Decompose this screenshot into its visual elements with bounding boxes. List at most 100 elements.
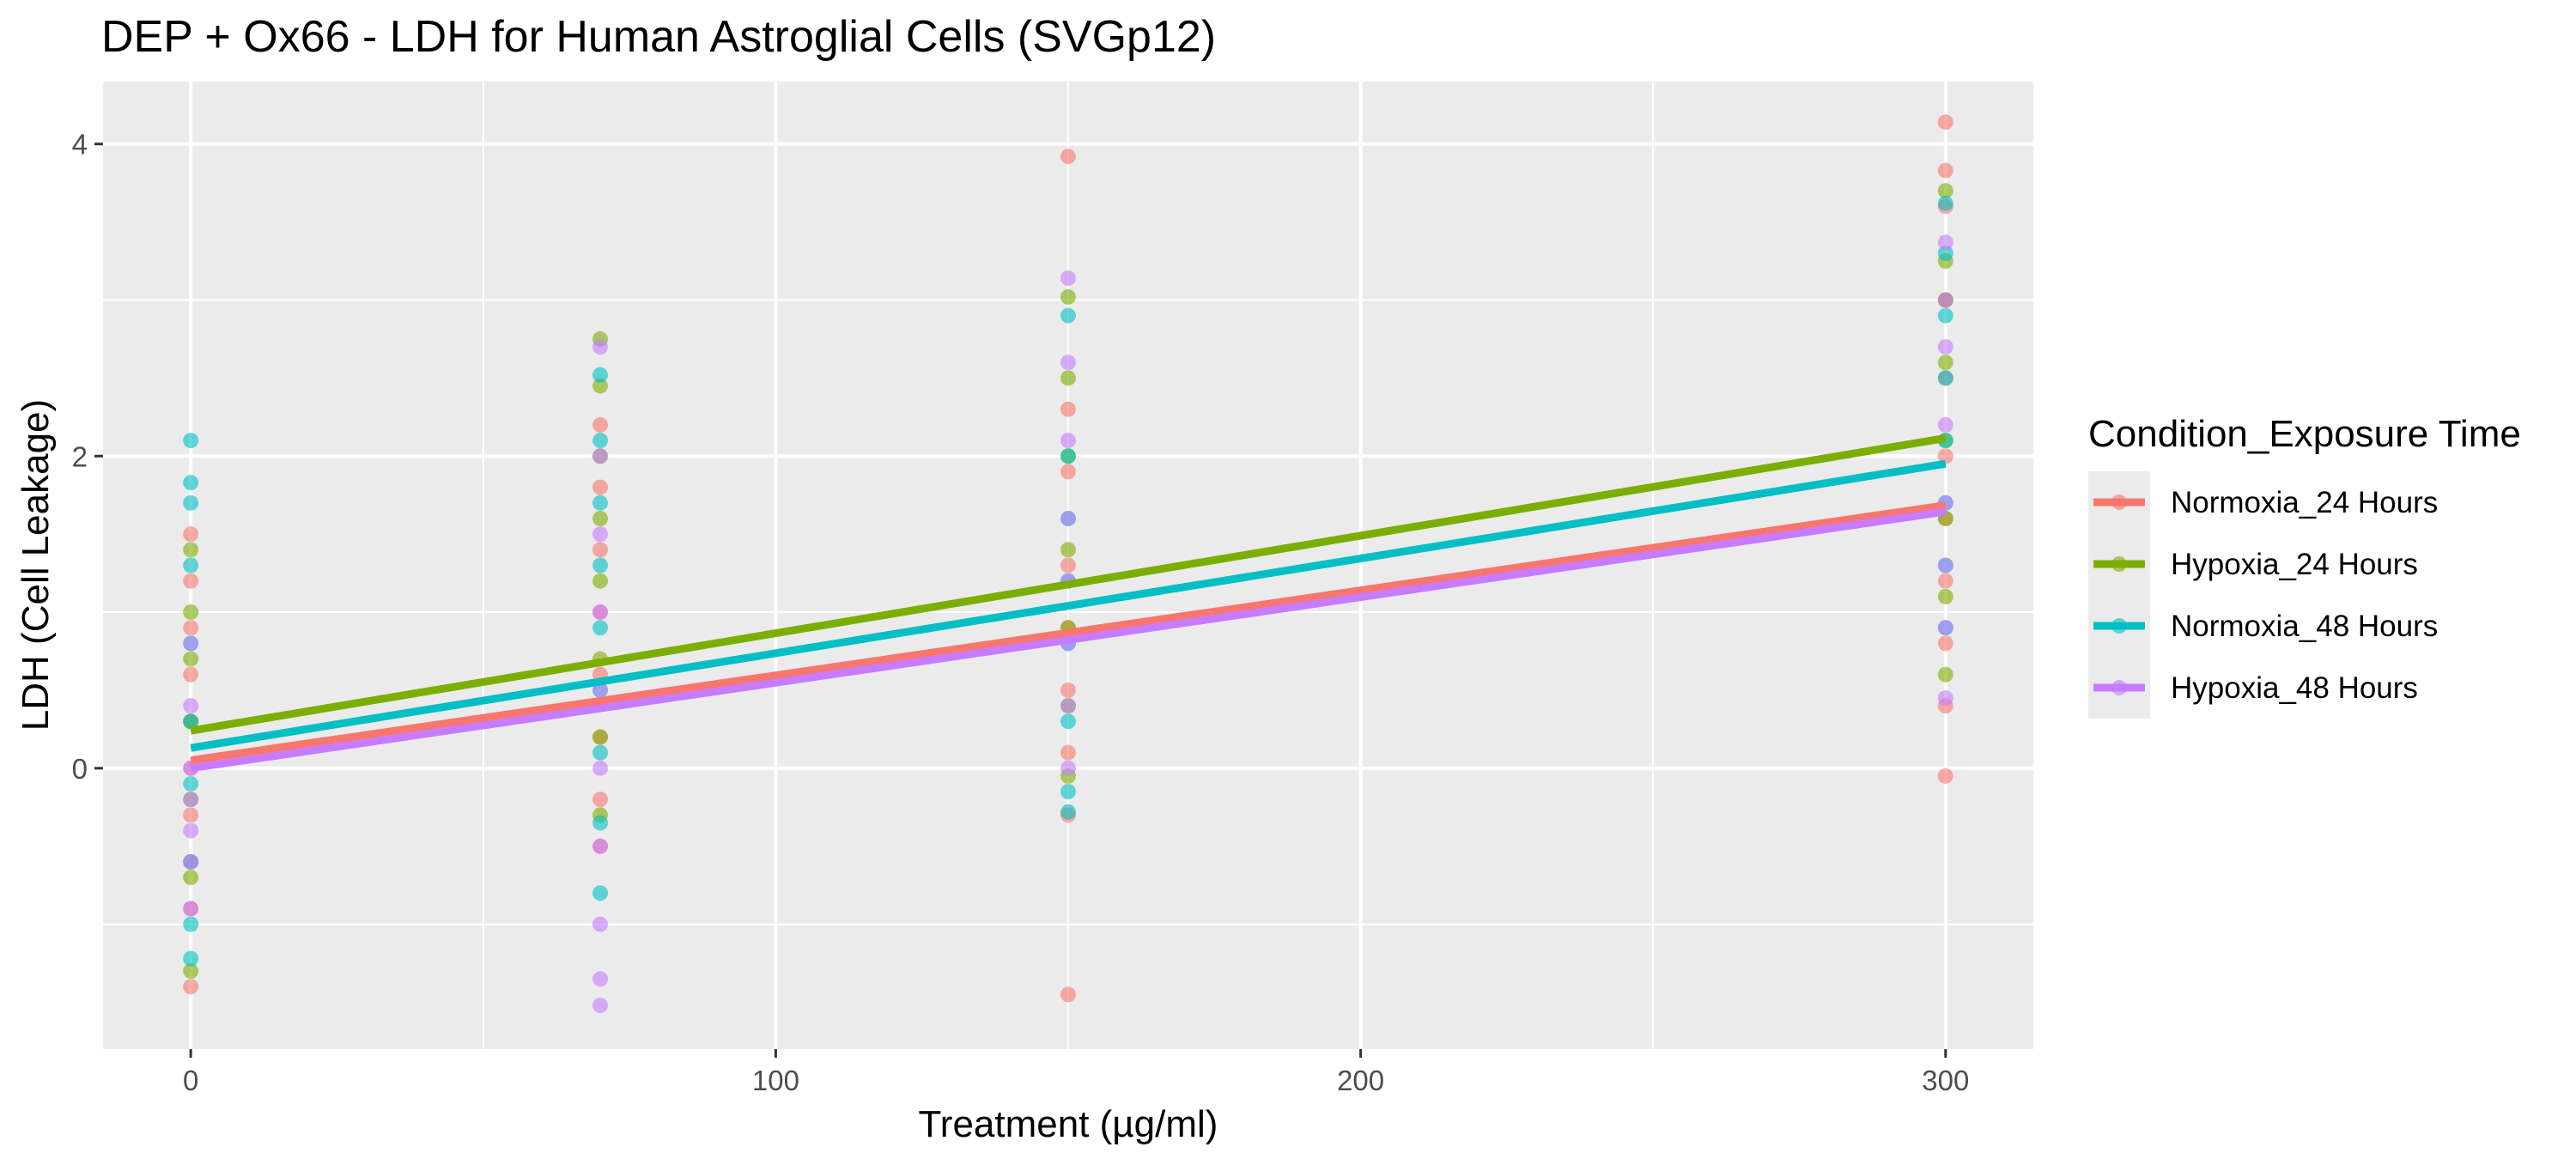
x-tick-label: 200: [1337, 1065, 1384, 1096]
data-point: [1937, 573, 1953, 589]
data-point: [183, 901, 199, 917]
data-point: [1060, 760, 1076, 776]
legend-key-point: [2111, 618, 2127, 634]
y-axis-title: LDH (Cell Leakage): [15, 399, 57, 731]
data-point: [592, 971, 609, 987]
data-point: [592, 729, 609, 745]
data-point: [183, 807, 199, 823]
data-point: [1937, 416, 1953, 433]
data-point: [183, 870, 199, 886]
data-point: [183, 635, 199, 652]
legend-key-point: [2111, 680, 2127, 695]
data-point: [183, 542, 199, 558]
data-point: [1060, 401, 1076, 417]
data-point: [1937, 292, 1953, 308]
data-point: [1060, 307, 1076, 324]
data-point: [592, 838, 609, 854]
data-point: [1937, 620, 1953, 636]
data-point: [592, 557, 609, 573]
y-tick-label: 2: [72, 440, 88, 472]
data-point: [592, 885, 609, 901]
data-point: [1937, 768, 1953, 784]
data-point: [183, 979, 199, 995]
data-point: [1060, 744, 1076, 761]
legend-key-point: [2111, 556, 2127, 572]
data-point: [592, 433, 609, 449]
data-point: [1937, 690, 1953, 707]
data-point: [183, 822, 199, 839]
data-point: [1937, 307, 1953, 324]
data-point: [1060, 433, 1076, 449]
data-point: [592, 604, 609, 621]
data-point: [1060, 682, 1076, 698]
data-point: [1060, 270, 1076, 287]
data-point: [592, 760, 609, 776]
data-point: [592, 495, 609, 511]
data-point: [183, 620, 199, 636]
data-point: [183, 495, 199, 511]
data-point: [183, 651, 199, 667]
fit-lines: [190, 434, 1947, 773]
data-point: [1937, 588, 1953, 604]
fit-line: [190, 501, 1947, 765]
data-point: [1060, 355, 1076, 371]
data-point: [183, 433, 199, 449]
data-point: [183, 573, 199, 589]
data-point: [592, 792, 609, 808]
x-tick-label: 0: [183, 1065, 198, 1096]
data-point: [592, 416, 609, 433]
data-point: [592, 448, 609, 464]
data-point: [1060, 510, 1076, 526]
data-point: [592, 620, 609, 636]
data-point: [592, 542, 609, 558]
data-point: [1937, 183, 1953, 199]
data-point: [592, 479, 609, 495]
data-point: [1060, 557, 1076, 573]
axes: 0 100 200 300 0 2 4: [72, 129, 1970, 1096]
legend-label: Normoxia_48 Hours: [2171, 610, 2438, 643]
data-point: [183, 792, 199, 808]
data-point: [183, 526, 199, 543]
data-point: [183, 475, 199, 491]
data-point: [1060, 784, 1076, 800]
data-point: [1060, 804, 1076, 820]
data-point: [1060, 288, 1076, 305]
data-point: [592, 526, 609, 543]
data-point: [592, 744, 609, 761]
legend: Condition_Exposure Time Normoxia_24 Hour…: [2088, 413, 2521, 719]
data-point: [592, 378, 609, 394]
data-point: [1937, 370, 1953, 386]
data-point: [183, 963, 199, 980]
data-point: [592, 339, 609, 355]
data-point: [183, 775, 199, 792]
legend-label: Hypoxia_48 Hours: [2171, 671, 2418, 705]
data-point: [1937, 162, 1953, 179]
data-point: [183, 713, 199, 730]
data-point: [1060, 542, 1076, 558]
data-point: [1060, 698, 1076, 714]
legend-key-point: [2111, 495, 2127, 510]
data-point: [1937, 635, 1953, 652]
chart-title: DEP + Ox66 - LDH for Human Astroglial Ce…: [101, 12, 1216, 62]
data-point: [183, 950, 199, 967]
data-point: [592, 815, 609, 831]
data-point: [592, 510, 609, 526]
data-point: [1060, 370, 1076, 386]
fit-line: [190, 459, 1947, 752]
fit-line: [190, 507, 1947, 773]
data-point: [1937, 339, 1953, 355]
data-point: [1937, 114, 1953, 130]
data-point: [1937, 557, 1953, 573]
data-point: [1060, 464, 1076, 480]
data-point: [1937, 195, 1953, 211]
data-point: [1937, 245, 1953, 261]
data-point: [1060, 713, 1076, 730]
data-point: [1937, 234, 1953, 251]
y-tick-label: 0: [72, 753, 88, 785]
y-tick-label: 4: [72, 129, 88, 161]
data-point: [592, 998, 609, 1014]
data-point: [183, 916, 199, 932]
data-point: [183, 666, 199, 683]
data-point: [592, 916, 609, 932]
